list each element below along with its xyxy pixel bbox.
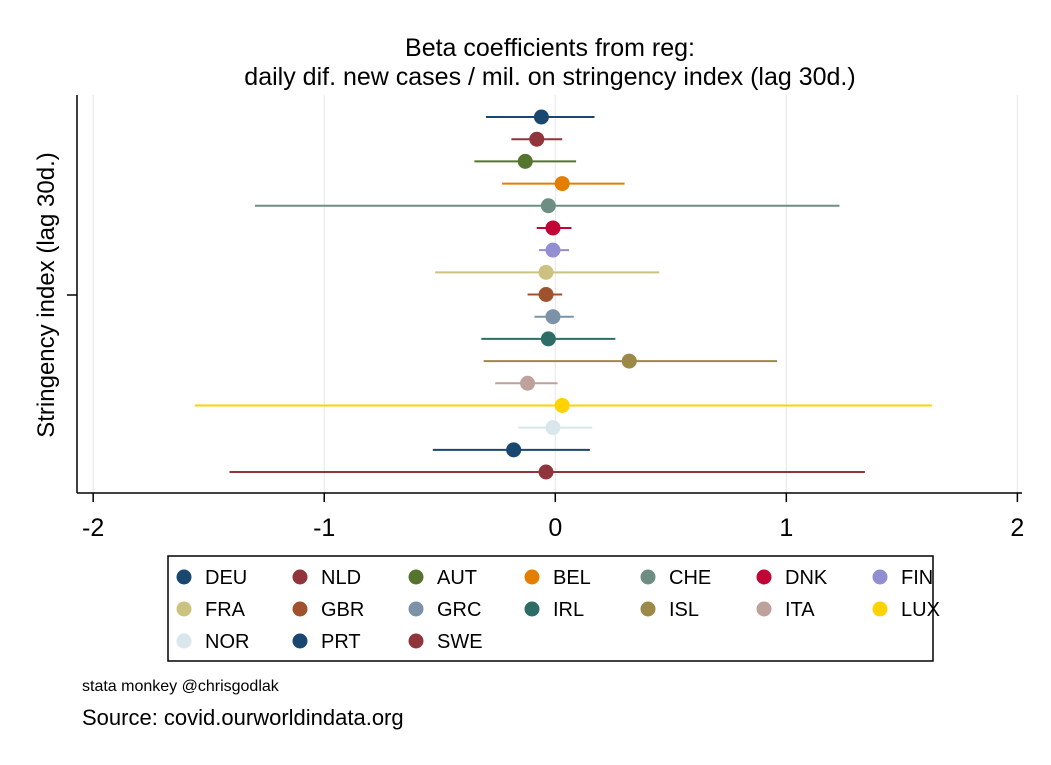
point-dnk bbox=[545, 220, 561, 236]
point-aut bbox=[517, 153, 533, 169]
legend-label-che: CHE bbox=[669, 567, 711, 589]
legend-marker-nld bbox=[292, 569, 308, 585]
legend-label-grc: GRC bbox=[437, 599, 481, 621]
legend-marker-deu bbox=[176, 569, 192, 585]
x-tick-label: -2 bbox=[82, 514, 104, 542]
legend-label-bel: BEL bbox=[553, 567, 591, 589]
legend-marker-aut bbox=[408, 569, 424, 585]
legend-marker-swe bbox=[408, 633, 424, 649]
legend-marker-isl bbox=[640, 601, 656, 617]
legend-label-isl: ISL bbox=[669, 599, 699, 621]
x-tick-label: 1 bbox=[779, 514, 793, 542]
legend-label-gbr: GBR bbox=[321, 599, 364, 621]
chart-title-line-1: Beta coefficients from reg: bbox=[405, 34, 695, 62]
legend-marker-che bbox=[640, 569, 656, 585]
point-che bbox=[540, 198, 556, 214]
legend-marker-fin bbox=[872, 569, 888, 585]
y-axis-label: Stringency index (lag 30d.) bbox=[33, 152, 60, 438]
legend-label-dnk: DNK bbox=[785, 567, 828, 589]
legend: DEU NLD AUT BEL CHE DNK FIN FRA GBR GRC IRL ISL ITA L… bbox=[176, 567, 940, 653]
point-irl bbox=[540, 331, 556, 347]
legend-label-fra: FRA bbox=[205, 599, 246, 621]
legend-marker-gbr bbox=[292, 601, 308, 617]
point-nld bbox=[529, 131, 545, 147]
point-fin bbox=[545, 242, 561, 258]
legend-label-nor: NOR bbox=[205, 631, 249, 653]
x-tick-label: 2 bbox=[1010, 514, 1024, 542]
point-prt bbox=[506, 442, 522, 458]
point-deu bbox=[533, 109, 549, 125]
point-isl bbox=[621, 353, 637, 369]
series-group bbox=[194, 109, 932, 480]
legend-label-lux: LUX bbox=[901, 599, 940, 621]
source-note: Source: covid.ourworldindata.org bbox=[82, 705, 404, 730]
legend-label-nld: NLD bbox=[321, 567, 361, 589]
point-ita bbox=[520, 375, 536, 391]
legend-marker-nor bbox=[176, 633, 192, 649]
point-grc bbox=[545, 309, 561, 325]
legend-marker-bel bbox=[524, 569, 540, 585]
legend-marker-fra bbox=[176, 601, 192, 617]
credit-note: stata monkey @chrisgodlak bbox=[82, 678, 279, 695]
x-tick-label: 0 bbox=[548, 514, 562, 542]
point-bel bbox=[554, 176, 570, 192]
legend-label-aut: AUT bbox=[437, 567, 477, 589]
chart-title-line-2: daily dif. new cases / mil. on stringenc… bbox=[244, 63, 855, 91]
point-fra bbox=[538, 264, 554, 280]
legend-label-fin: FIN bbox=[901, 567, 933, 589]
legend-marker-ita bbox=[756, 601, 772, 617]
x-axis-ticks: -2 -1 0 1 2 bbox=[82, 493, 1024, 542]
legend-marker-irl bbox=[524, 601, 540, 617]
legend-marker-grc bbox=[408, 601, 424, 617]
legend-label-ita: ITA bbox=[785, 599, 815, 621]
legend-marker-lux bbox=[872, 601, 888, 617]
legend-label-irl: IRL bbox=[553, 599, 584, 621]
point-gbr bbox=[538, 287, 554, 302]
point-lux bbox=[554, 397, 570, 413]
legend-label-prt: PRT bbox=[321, 631, 361, 653]
legend-marker-prt bbox=[292, 633, 308, 649]
legend-label-deu: DEU bbox=[205, 567, 247, 589]
legend-marker-dnk bbox=[756, 569, 772, 585]
point-swe bbox=[538, 464, 554, 480]
legend-box bbox=[167, 555, 934, 662]
point-nor bbox=[545, 420, 561, 436]
legend-label-swe: SWE bbox=[437, 631, 483, 653]
x-tick-label: -1 bbox=[313, 514, 335, 542]
